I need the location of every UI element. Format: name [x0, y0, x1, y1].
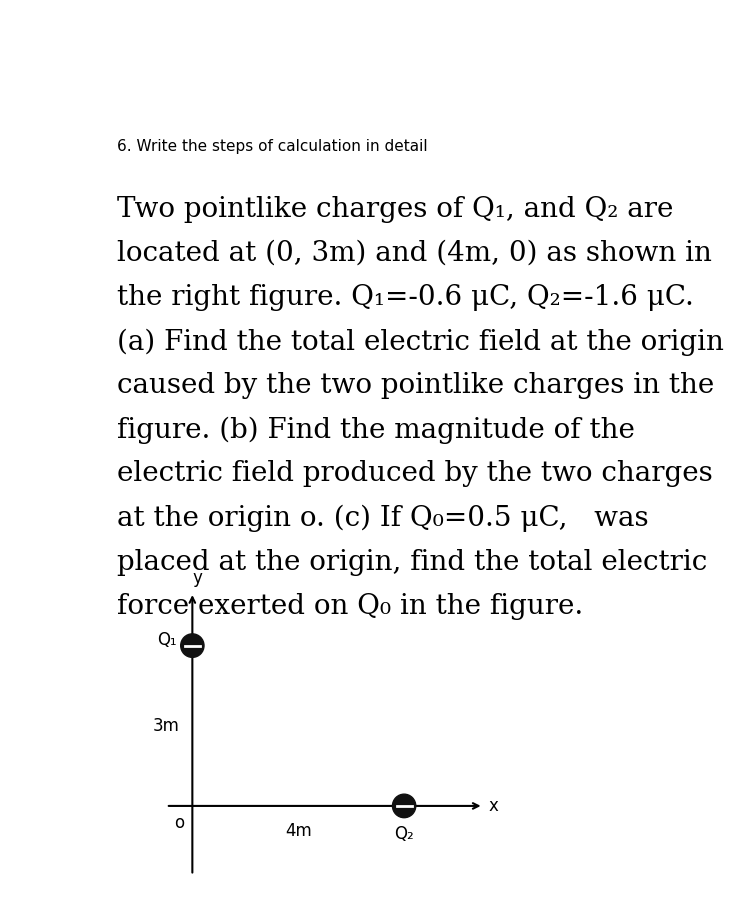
Text: located at (0, 3m) and (4m, 0) as shown in: located at (0, 3m) and (4m, 0) as shown …	[117, 240, 712, 267]
Text: force exerted on Q₀ in the figure.: force exerted on Q₀ in the figure.	[117, 593, 584, 619]
Text: x: x	[489, 797, 499, 815]
Text: Q₁: Q₁	[157, 631, 176, 649]
Text: at the origin o. (c) If Q₀=0.5 μC,   was: at the origin o. (c) If Q₀=0.5 μC, was	[117, 505, 649, 532]
Text: o: o	[174, 814, 184, 832]
Text: Q₂: Q₂	[394, 824, 414, 843]
Text: caused by the two pointlike charges in the: caused by the two pointlike charges in t…	[117, 372, 714, 400]
Text: figure. (b) Find the magnitude of the: figure. (b) Find the magnitude of the	[117, 416, 634, 444]
Text: Two pointlike charges of Q₁, and Q₂ are: Two pointlike charges of Q₁, and Q₂ are	[117, 196, 674, 223]
Text: 4m: 4m	[285, 822, 311, 840]
Circle shape	[181, 634, 204, 657]
Circle shape	[392, 794, 416, 818]
Text: placed at the origin, find the total electric: placed at the origin, find the total ele…	[117, 548, 707, 576]
Text: the right figure. Q₁=-0.6 μC, Q₂=-1.6 μC.: the right figure. Q₁=-0.6 μC, Q₂=-1.6 μC…	[117, 284, 694, 311]
Text: (a) Find the total electric field at the origin: (a) Find the total electric field at the…	[117, 329, 724, 355]
Text: y: y	[193, 569, 202, 587]
Text: 6. Write the steps of calculation in detail: 6. Write the steps of calculation in det…	[117, 139, 427, 154]
Text: electric field produced by the two charges: electric field produced by the two charg…	[117, 461, 712, 487]
Text: 3m: 3m	[152, 717, 179, 735]
